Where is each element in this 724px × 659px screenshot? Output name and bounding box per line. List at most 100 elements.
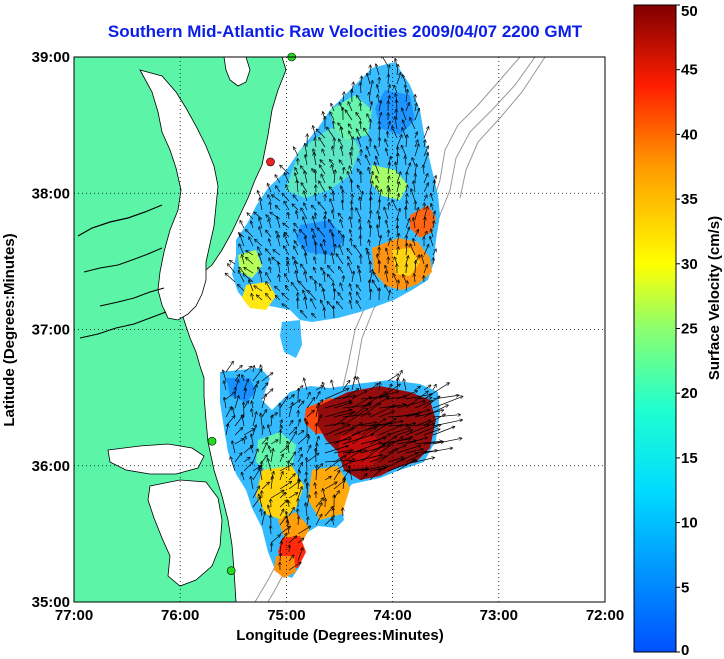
velocity-arrow xyxy=(253,366,254,373)
velocity-arrow xyxy=(339,245,344,256)
velocity-arrow xyxy=(386,248,388,256)
velocity-arrow xyxy=(340,283,344,292)
velocity-arrow xyxy=(345,110,353,121)
x-tick-label: 76:00 xyxy=(161,607,199,624)
grid-lines xyxy=(74,57,605,602)
velocity-arrow xyxy=(392,127,398,139)
velocity-arrow xyxy=(280,553,281,562)
velocity-arrow xyxy=(261,443,267,454)
velocity-arrow xyxy=(286,286,290,292)
velocity-arrow xyxy=(249,280,254,292)
velocity-arrow xyxy=(261,394,266,409)
velocity-arrow xyxy=(387,132,388,139)
colorbar-tick-label: 35 xyxy=(681,191,698,208)
velocity-arrow xyxy=(312,313,317,319)
velocity-arrow xyxy=(294,246,299,256)
velocity-arrow xyxy=(254,286,263,292)
velocity-arrow xyxy=(324,456,346,472)
velocity-arrow xyxy=(261,512,265,526)
velocity-arrow xyxy=(360,83,361,94)
velocity-arrow xyxy=(228,264,236,274)
velocity-arrow xyxy=(271,415,272,427)
station-marker xyxy=(226,566,236,575)
velocity-arrow xyxy=(268,195,272,202)
velocity-arrow xyxy=(234,375,240,382)
velocity-arrow xyxy=(259,494,263,508)
velocity-arrow xyxy=(272,195,281,202)
velocity-arrow xyxy=(378,449,398,463)
velocity-arrow xyxy=(298,479,299,490)
velocity-arrow xyxy=(342,423,362,436)
velocity-arrow xyxy=(387,437,412,445)
velocity-arrow xyxy=(291,283,299,292)
velocity-arrow xyxy=(351,422,376,427)
velocity-arrow xyxy=(396,73,401,85)
velocity-arrow xyxy=(414,274,415,283)
velocity-arrow xyxy=(357,95,362,103)
velocity-arrow xyxy=(259,227,263,238)
velocity-arrow xyxy=(315,392,320,400)
velocity-arrow xyxy=(396,234,399,247)
velocity-arrow xyxy=(297,448,301,454)
velocity-arrow xyxy=(252,401,253,409)
velocity-arrow xyxy=(329,187,335,193)
velocity-arrow xyxy=(369,93,370,103)
velocity-arrow xyxy=(423,383,449,400)
velocity-arrow xyxy=(240,234,245,247)
velocity-arrow xyxy=(266,273,272,283)
velocity-arrow xyxy=(315,193,316,202)
station-marker xyxy=(207,436,217,446)
velocity-arrow xyxy=(405,103,409,112)
velocity-arrow xyxy=(333,403,352,409)
velocity-arrow xyxy=(432,427,455,436)
velocity-arrow xyxy=(305,237,308,247)
station-markers xyxy=(207,52,297,575)
velocity-arrow xyxy=(243,462,253,472)
velocity-arrow xyxy=(410,244,416,256)
velocity-arrow xyxy=(311,299,317,310)
colorbar-tick-label: 40 xyxy=(681,126,698,143)
velocity-arrow xyxy=(288,400,300,409)
velocity-arrow xyxy=(306,458,307,472)
velocity-arrow xyxy=(332,210,334,220)
x-axis-label: Longitude (Degrees:Minutes) xyxy=(236,627,444,644)
velocity-arrow xyxy=(304,171,308,184)
velocity-arrow xyxy=(347,249,353,256)
velocity-arrow xyxy=(324,389,349,400)
velocity-arrow xyxy=(276,206,281,211)
y-tick-labels: 39:00 38:00 37:00 36:00 35:00 xyxy=(32,49,70,611)
velocity-arrow xyxy=(261,482,269,490)
velocity-arrow xyxy=(304,203,308,211)
velocity-arrow xyxy=(354,245,362,256)
velocity-arrow xyxy=(342,409,368,427)
velocity-arrow xyxy=(288,213,289,220)
velocity-arrow xyxy=(242,415,245,427)
velocity-arrow xyxy=(369,456,386,463)
velocity-arrow xyxy=(324,446,348,454)
velocity-arrow xyxy=(316,465,317,481)
velocity-arrow xyxy=(388,176,389,184)
velocity-arrow xyxy=(406,185,407,193)
velocity-arrow xyxy=(305,297,308,310)
velocity-arrow xyxy=(261,373,273,382)
velocity-arrow xyxy=(323,382,326,391)
velocity-arrow xyxy=(359,270,362,283)
velocity-arrow xyxy=(423,442,443,445)
velocity-arrow xyxy=(424,140,425,148)
pamlico-sound xyxy=(147,479,223,587)
velocity-arrow xyxy=(287,520,290,535)
velocity-arrow xyxy=(369,81,372,94)
velocity-arrow xyxy=(413,181,415,193)
velocity-arrow xyxy=(351,455,382,463)
velocity-arrow xyxy=(405,449,423,454)
velocity-arrow xyxy=(315,386,323,391)
velocity-arrow xyxy=(396,182,399,193)
velocity-arrow xyxy=(315,138,316,148)
velocity-arrow xyxy=(252,369,262,382)
velocity-arrow xyxy=(404,379,407,391)
velocity-arrow xyxy=(251,446,253,454)
velocity-arrow xyxy=(397,194,399,202)
velocity-arrow xyxy=(396,413,421,418)
velocity-arrow xyxy=(333,450,353,454)
velocity-arrow xyxy=(279,493,286,499)
